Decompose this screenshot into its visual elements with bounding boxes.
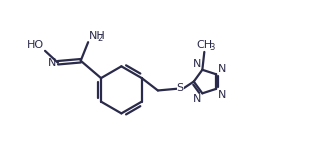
Text: 3: 3 (210, 43, 215, 52)
Text: NH: NH (89, 31, 105, 41)
Text: CH: CH (196, 40, 212, 50)
Text: N: N (218, 64, 226, 74)
Text: N: N (193, 94, 201, 104)
Text: 2: 2 (97, 34, 102, 43)
Text: S: S (177, 84, 184, 93)
Text: N: N (48, 58, 56, 68)
Text: N: N (193, 59, 201, 69)
Text: HO: HO (27, 40, 44, 50)
Text: N: N (218, 90, 226, 100)
